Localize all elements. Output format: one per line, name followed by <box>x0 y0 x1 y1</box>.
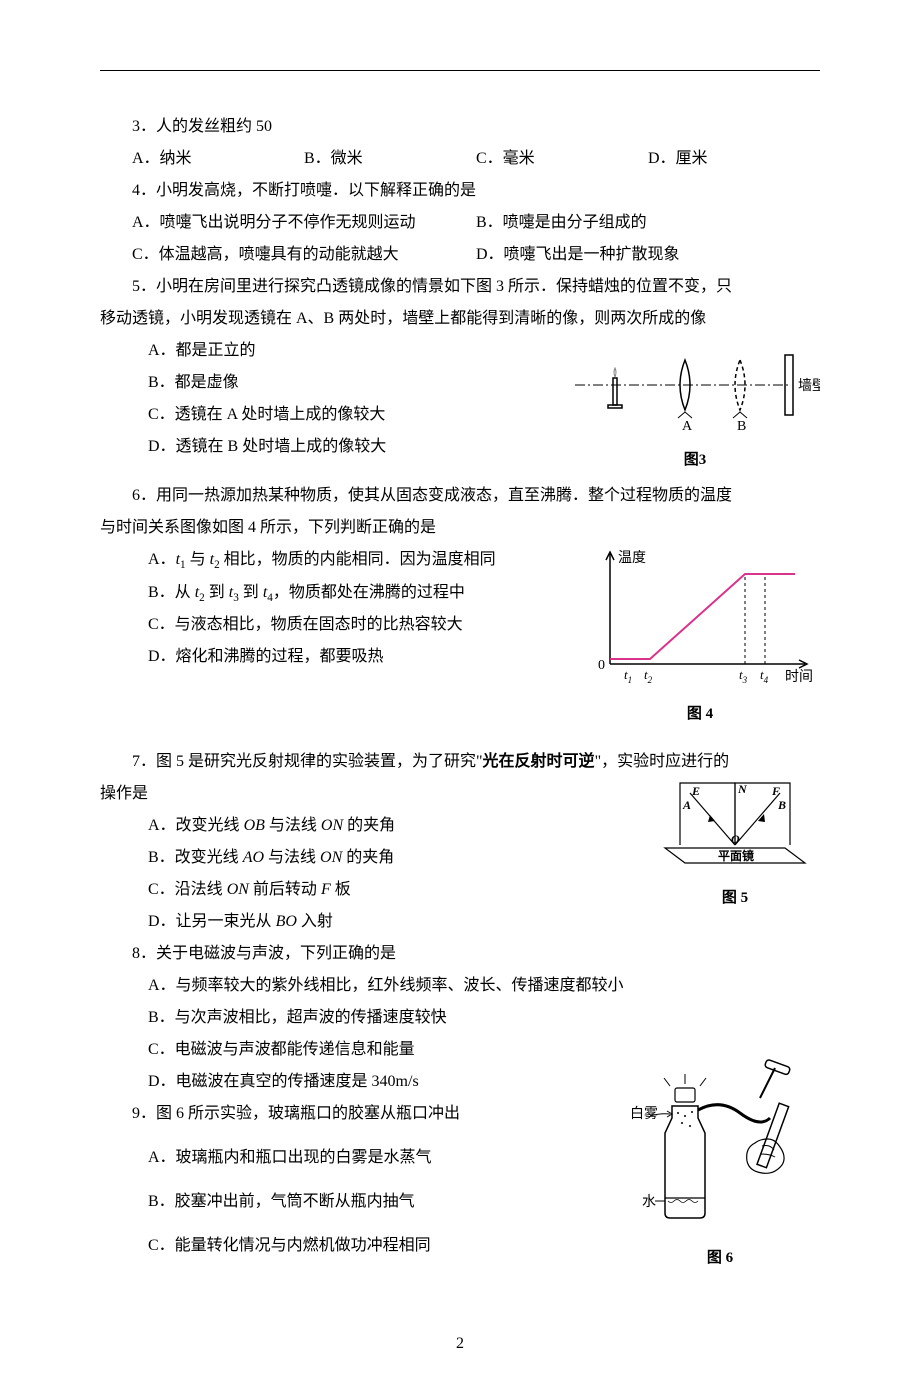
figure-4: 温度 时间 0 t1 t2 t3 t4 图 4 <box>580 544 820 729</box>
fig3-wall: 墙壁 <box>798 378 820 394</box>
fig6-fog: 白雾 <box>630 1106 658 1122</box>
svg-text:O: O <box>731 832 740 846</box>
fig6-svg: 白雾 水 <box>620 1058 820 1228</box>
svg-text:E: E <box>691 784 700 798</box>
svg-text:t4: t4 <box>760 667 769 684</box>
q4-options-row2: C．体温越高，喷嚏具有的动能就越大 D．喷嚏飞出是一种扩散现象 <box>100 239 820 271</box>
fig3-caption: 图3 <box>570 445 820 475</box>
q7-text: 7．图 5 是研究光反射规律的实验装置，为了研究"光在反射时可逆"，实验时应进行… <box>100 746 820 778</box>
top-rule <box>100 70 820 71</box>
fig5-svg: E N F A B O 平面镜 <box>650 773 820 868</box>
q4-optB: B．喷嚏是由分子组成的 <box>476 207 820 239</box>
svg-text:t2: t2 <box>644 667 653 684</box>
figure-5: E N F A B O 平面镜 图 5 <box>650 773 820 913</box>
fig4-ylabel: 温度 <box>618 550 646 566</box>
svg-text:t1: t1 <box>624 667 632 684</box>
q3-optA: A．纳米 <box>132 143 304 175</box>
q4-options-row1: A．喷嚏飞出说明分子不停作无规则运动 B．喷嚏是由分子组成的 <box>100 207 820 239</box>
fig3-A: A <box>682 419 693 430</box>
q3-optD: D．厘米 <box>648 143 820 175</box>
q3-text: 3．人的发丝粗约 50 <box>100 111 820 143</box>
svg-text:N: N <box>737 782 748 796</box>
fig3-B: B <box>737 419 746 430</box>
q8-text: 8．关于电磁波与声波，下列正确的是 <box>100 938 820 970</box>
q6-text1: 6．用同一热源加热某种物质，使其从固态变成液态，直至沸腾．整个过程物质的温度 <box>100 480 820 512</box>
q3-optC: C．毫米 <box>476 143 648 175</box>
page-number: 2 <box>100 1328 820 1360</box>
svg-text:F: F <box>771 784 780 798</box>
fig4-caption: 图 4 <box>580 699 820 729</box>
q6-text2: 与时间关系图像如图 4 所示，下列判断正确的是 <box>100 512 820 544</box>
q3-options: A．纳米 B．微米 C．毫米 D．厘米 <box>100 143 820 175</box>
svg-text:t3: t3 <box>739 667 748 684</box>
q4-optD: D．喷嚏飞出是一种扩散现象 <box>476 239 820 271</box>
fig5-caption: 图 5 <box>650 883 820 913</box>
svg-text:平面镜: 平面镜 <box>718 848 754 863</box>
fig6-caption: 图 6 <box>620 1243 820 1273</box>
q4-optC: C．体温越高，喷嚏具有的动能就越大 <box>132 239 476 271</box>
q4-text: 4．小明发高烧，不断打喷嚏．以下解释正确的是 <box>100 175 820 207</box>
fig6-water: 水 <box>642 1194 656 1210</box>
q5-text2: 移动透镜，小明发现透镜在 A、B 两处时，墙壁上都能得到清晰的像，则两次所成的像 <box>100 303 820 335</box>
figure-3: A B 墙壁 图3 <box>570 340 820 475</box>
fig4-svg: 温度 时间 0 t1 t2 t3 t4 <box>580 544 820 684</box>
svg-text:B: B <box>777 798 786 812</box>
q8-optB: B．与次声波相比，超声波的传播速度较快 <box>116 1002 820 1034</box>
q4-optA: A．喷嚏飞出说明分子不停作无规则运动 <box>132 207 476 239</box>
figure-6: 白雾 水 图 6 <box>620 1058 820 1273</box>
svg-text:A: A <box>682 798 691 812</box>
q5-text1: 5．小明在房间里进行探究凸透镜成像的情景如下图 3 所示．保持蜡烛的位置不变，只 <box>100 271 820 303</box>
fig4-origin: 0 <box>598 658 605 673</box>
fig4-xlabel: 时间 <box>785 669 813 684</box>
q8-optA: A．与频率较大的紫外线相比，红外线频率、波长、传播速度都较小 <box>116 970 820 1002</box>
fig3-svg: A B 墙壁 <box>570 340 820 430</box>
q3-optB: B．微米 <box>304 143 476 175</box>
